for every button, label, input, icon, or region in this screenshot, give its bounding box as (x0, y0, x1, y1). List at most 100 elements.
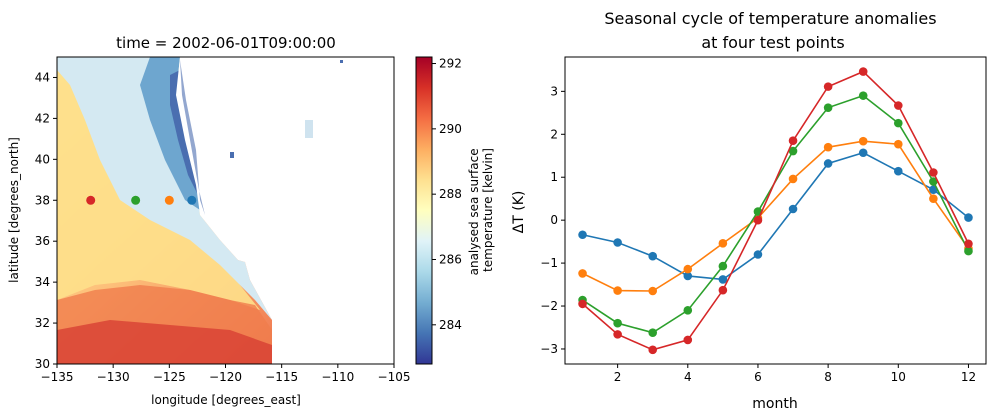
lake-2 (230, 152, 234, 158)
series-marker (823, 142, 833, 152)
map-xtick-label: −130 (97, 370, 130, 384)
series-marker (893, 118, 903, 128)
line-xtick-label: 2 (614, 370, 622, 384)
line-ytick-label: 1 (550, 170, 558, 184)
map-ytick-label: 40 (35, 152, 50, 166)
map-ytick-label: 34 (35, 275, 50, 289)
series-1 (578, 148, 973, 284)
map-frame (56, 56, 395, 365)
map-xlabel: longitude [degrees_east] (151, 393, 301, 407)
line-xtick-label: 4 (684, 370, 692, 384)
line-ytick-label: 3 (550, 84, 558, 98)
series-marker (858, 136, 868, 146)
series-marker (578, 230, 587, 240)
series-marker (613, 238, 622, 247)
series-marker (823, 82, 833, 91)
series-marker (823, 103, 833, 112)
series-line (582, 140, 970, 292)
series-marker (753, 250, 763, 259)
line-ytick-label: −1 (540, 256, 558, 270)
series-marker (648, 345, 658, 355)
line-title-line-1: Seasonal cycle of temperature anomalies (604, 9, 936, 28)
coast-fringe (180, 60, 205, 215)
line-xtick-label: 8 (824, 370, 832, 384)
series-marker (964, 213, 973, 222)
series-marker (718, 285, 728, 295)
series-marker (578, 299, 587, 309)
series-marker (788, 174, 798, 184)
series-marker (823, 159, 833, 168)
series-marker (718, 275, 728, 284)
series-line (582, 94, 970, 334)
map-title: time = 2002-06-01T09:00:00 (116, 34, 336, 52)
map-xtick-label: −110 (321, 370, 354, 384)
series-marker (788, 136, 798, 146)
line-ytick-label: −2 (540, 299, 558, 313)
series-marker (613, 286, 622, 295)
line-xlabel: month (752, 396, 797, 412)
sst-upwelling-band (140, 57, 200, 210)
line-xtick-label: 10 (891, 370, 906, 384)
series-marker (788, 146, 798, 156)
line-ylabel: ΔT (K) (511, 191, 527, 234)
series-marker (648, 286, 658, 296)
map-ytick-label: 38 (35, 193, 50, 207)
series-marker (929, 194, 938, 203)
colorbar-tick-label: 292 (439, 57, 462, 71)
series-marker (648, 251, 658, 261)
map-test-point (86, 195, 96, 205)
map-ticks: −135 −130 −125 −120 −115 −110 −105 30 32 34 36 38 40… (35, 70, 411, 384)
series-marker (858, 91, 868, 100)
map-xtick-label: −125 (153, 370, 186, 384)
lake-1 (305, 120, 313, 138)
colorbar-frame (415, 56, 433, 365)
series-marker (788, 204, 798, 214)
map-xtick-label: −135 (41, 370, 74, 384)
map-ytick-label: 36 (35, 234, 50, 248)
lake-3 (340, 60, 343, 63)
colorbar-label-line-2: temperature [kelvin] (481, 148, 495, 272)
map-test-point (187, 195, 197, 205)
series-4 (578, 67, 973, 355)
series-3 (578, 91, 973, 337)
line-title-line-2: at four test points (701, 33, 844, 52)
line-ytick-label: 2 (550, 127, 558, 141)
line-ytick-label: −3 (540, 342, 558, 356)
colorbar-tick-label: 290 (439, 122, 462, 136)
sst-field (57, 57, 394, 364)
map-test-point (131, 195, 141, 205)
series-marker (893, 139, 903, 149)
colorbar: 284 286 288 290 292 analysed sea surface tem… (415, 56, 495, 365)
series-marker (858, 148, 868, 158)
colorbar-gradient (416, 57, 432, 364)
colorbar-ticks: 284 286 288 290 292 (432, 57, 462, 332)
map-test-point (164, 195, 174, 205)
series-line (582, 70, 970, 351)
line-title: Seasonal cycle of temperature anomalies … (604, 9, 941, 52)
sst-cool-zone (57, 57, 272, 320)
line-series (578, 67, 973, 355)
series-marker (964, 239, 973, 249)
series-marker (613, 318, 622, 328)
line-xtick-label: 12 (961, 370, 976, 384)
colorbar-label: analysed sea surface temperature [kelvin… (467, 145, 495, 276)
series-2 (578, 136, 973, 296)
series-marker (578, 269, 587, 278)
series-marker (753, 215, 763, 225)
series-marker (893, 166, 903, 176)
map-xtick-label: −120 (209, 370, 242, 384)
line-xtick-label: 6 (754, 370, 762, 384)
series-marker (683, 335, 693, 345)
series-marker (648, 328, 658, 337)
series-marker (613, 330, 622, 339)
colorbar-tick-label: 288 (439, 187, 462, 201)
series-marker (718, 261, 728, 271)
colorbar-tick-label: 284 (439, 318, 462, 332)
line-frame (564, 56, 987, 365)
line-ytick-label: 0 (550, 213, 558, 227)
sst-map-panel: time = 2002-06-01T09:00:00 −135 −130 −125 (7, 34, 410, 407)
map-ytick-label: 30 (35, 357, 50, 371)
map-ylabel: latitude [degrees_north] (7, 137, 21, 283)
